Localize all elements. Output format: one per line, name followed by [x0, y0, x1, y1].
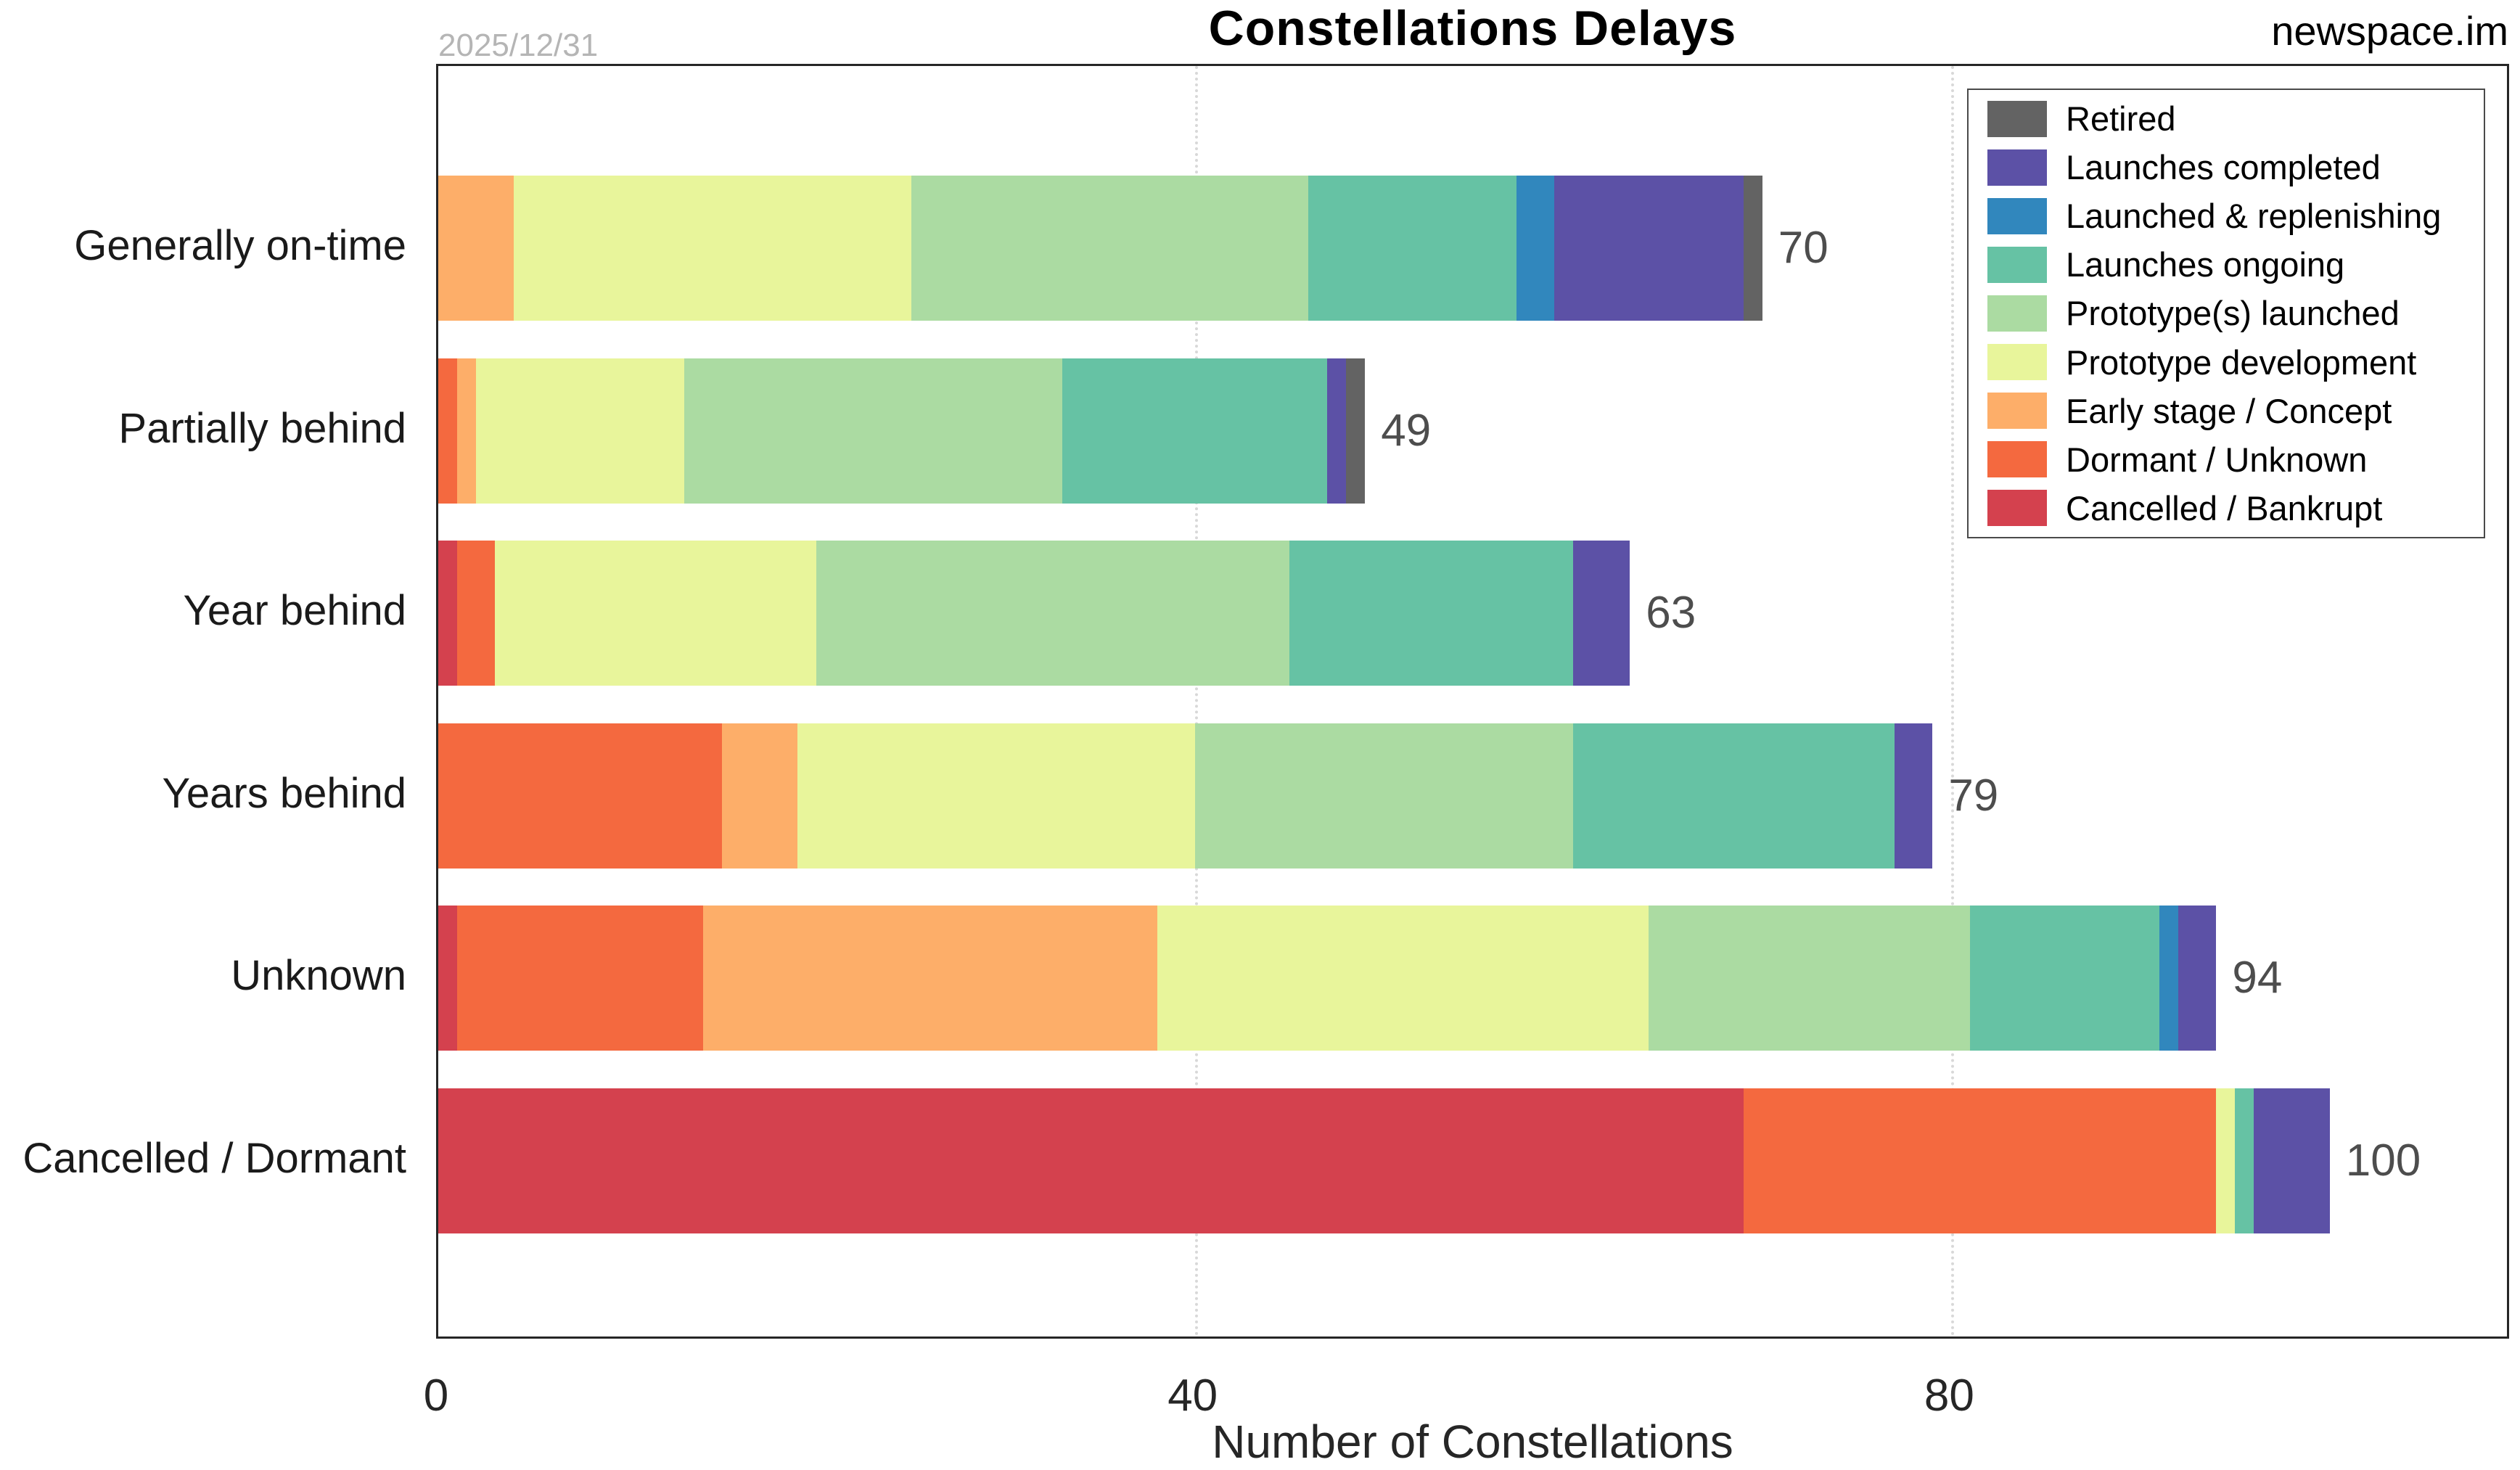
bar-segment	[438, 541, 458, 686]
bar-segment	[476, 358, 684, 504]
legend-label: Retired	[2066, 99, 2176, 139]
legend-item: Cancelled / Bankrupt	[1987, 488, 2484, 528]
bar-value-label: 70	[1778, 223, 1829, 273]
bar-segment	[1289, 541, 1574, 686]
bar-value-label: 79	[1948, 771, 1999, 821]
y-axis-label: Years behind	[162, 770, 406, 817]
bar-segment	[438, 358, 458, 504]
bar-value-label: 100	[2345, 1136, 2421, 1186]
bar-row	[438, 358, 1366, 504]
legend-label: Cancelled / Bankrupt	[2066, 488, 2383, 527]
bar-segment	[911, 176, 1309, 321]
bar-segment	[457, 906, 703, 1051]
legend-swatch	[1987, 100, 2047, 137]
bar-row	[438, 541, 1630, 686]
bar-segment	[1743, 1088, 2217, 1233]
bar-segment	[438, 723, 722, 869]
bar-row	[438, 723, 1933, 869]
gridline	[1194, 66, 1198, 1336]
bar-segment	[1895, 723, 1933, 869]
date-annotation: 2025/12/31	[438, 28, 599, 63]
bar-segment	[1649, 906, 1971, 1051]
plot-area: 70 49 63 79 94 100 Retired Launches completed La…	[436, 64, 2509, 1339]
bar-segment	[1573, 723, 1895, 869]
bar-segment	[2159, 906, 2179, 1051]
watermark: newspace.im	[2271, 8, 2508, 54]
bar-segment	[514, 176, 911, 321]
bar-segment	[457, 358, 477, 504]
legend-swatch	[1987, 295, 2047, 332]
y-axis-label: Cancelled / Dormant	[22, 1135, 406, 1182]
legend-item: Dormant / Unknown	[1987, 440, 2484, 480]
bar-segment	[1970, 906, 2160, 1051]
x-axis-title: Number of Constellations	[1212, 1416, 1733, 1468]
legend-label: Prototype(s) launched	[2066, 294, 2400, 333]
legend-swatch	[1987, 490, 2047, 527]
legend-swatch	[1987, 246, 2047, 283]
gridline	[1951, 66, 1955, 1336]
legend-label: Dormant / Unknown	[2066, 440, 2368, 479]
bar-segment	[722, 723, 798, 869]
legend-label: Launches completed	[2066, 148, 2381, 187]
bar-row	[438, 906, 2217, 1051]
legend-item: Early stage / Concept	[1987, 391, 2484, 431]
bar-segment	[1308, 176, 1516, 321]
legend-label: Early stage / Concept	[2066, 391, 2392, 430]
x-tick-label: 0	[423, 1371, 449, 1421]
y-axis-label: Partially behind	[118, 405, 406, 452]
bar-segment	[1516, 176, 1554, 321]
legend-label: Launches ongoing	[2066, 245, 2345, 284]
bar-segment	[2216, 1088, 2236, 1233]
bar-segment	[797, 723, 1195, 869]
y-axis-label: Unknown	[231, 952, 406, 999]
legend-item: Prototype development	[1987, 342, 2484, 382]
bar-segment	[2254, 1088, 2330, 1233]
bar-segment	[457, 541, 496, 686]
legend-label: Prototype development	[2066, 342, 2417, 382]
legend-swatch	[1987, 393, 2047, 430]
y-axis-label: Year behind	[183, 587, 406, 634]
bar-segment	[816, 541, 1290, 686]
bar-segment	[1157, 906, 1649, 1051]
bar-value-label: 94	[2232, 953, 2283, 1003]
legend-item: Prototype(s) launched	[1987, 293, 2484, 333]
x-tick-label: 40	[1167, 1371, 1218, 1421]
bar-segment	[1743, 176, 1762, 321]
bar-segment	[1573, 541, 1630, 686]
legend-swatch	[1987, 149, 2047, 186]
legend-item: Launches ongoing	[1987, 245, 2484, 284]
legend: Retired Launches completed Launched & repl…	[1967, 89, 2485, 538]
bar-segment	[1062, 358, 1328, 504]
bar-segment	[2235, 1088, 2254, 1233]
bar-segment	[702, 906, 1157, 1051]
bar-segment	[684, 358, 1063, 504]
bar-segment	[1554, 176, 1744, 321]
legend-swatch	[1987, 344, 2047, 381]
legend-item: Retired	[1987, 99, 2484, 139]
bar-row	[438, 1088, 2330, 1233]
bar-segment	[438, 176, 514, 321]
y-axis-label: Generally on-time	[74, 222, 406, 269]
chart-title: Constellations Delays	[1208, 1, 1737, 56]
legend-swatch	[1987, 441, 2047, 478]
legend-swatch	[1987, 197, 2047, 234]
x-tick-label: 80	[1924, 1371, 1974, 1421]
bar-segment	[438, 906, 458, 1051]
bar-segment	[2178, 906, 2217, 1051]
bar-segment	[1327, 358, 1347, 504]
bar-value-label: 49	[1381, 406, 1432, 456]
bar-segment	[1194, 723, 1574, 869]
bar-row	[438, 176, 1762, 321]
legend-label: Launched & replenishing	[2066, 197, 2442, 236]
bar-segment	[1346, 358, 1366, 504]
bar-segment	[495, 541, 817, 686]
bar-value-label: 63	[1646, 588, 1696, 638]
bar-segment	[438, 1088, 1744, 1233]
legend-item: Launched & replenishing	[1987, 196, 2484, 236]
legend-item: Launches completed	[1987, 147, 2484, 187]
